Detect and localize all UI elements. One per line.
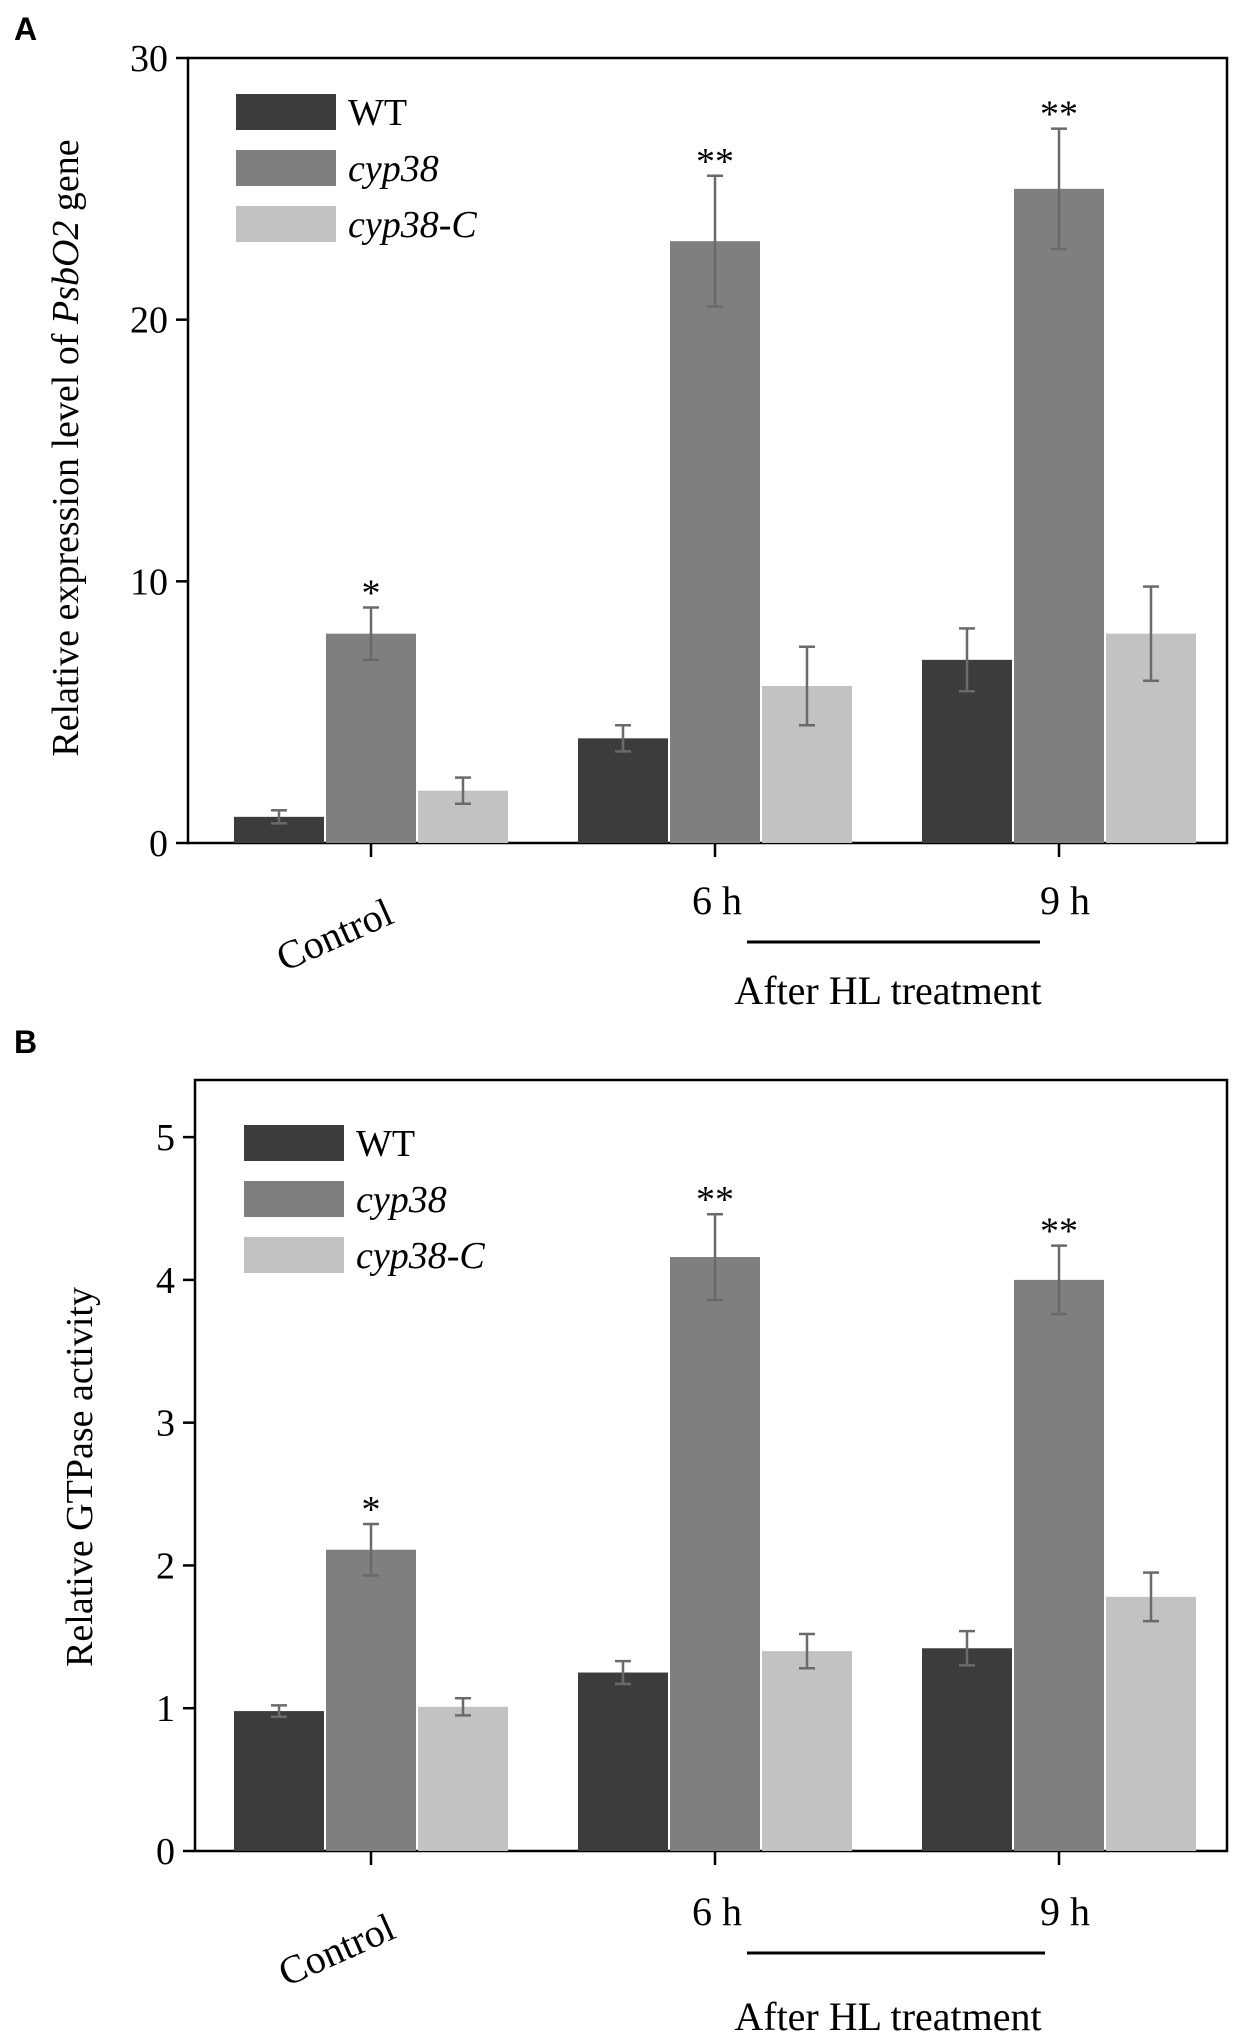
y-tick-label: 4 (156, 1260, 175, 1302)
bars-b (234, 1257, 1196, 1851)
significance-marker: ** (1040, 1211, 1078, 1253)
legend-swatch-cyp38 (244, 1181, 344, 1217)
y-ticks-a: 0 10 20 30 (130, 38, 188, 865)
significance-marker: * (362, 573, 381, 615)
legend-label-cyp38-C: cyp38-C (356, 1235, 485, 1277)
legend-swatch-WT (236, 94, 336, 130)
y-tick-label: 20 (130, 300, 168, 342)
bar-cyp38-1 (670, 241, 760, 843)
significance-marker: * (362, 1489, 381, 1531)
significance-marker: ** (696, 141, 734, 183)
bar-WT-2 (922, 1648, 1012, 1851)
y-tick-label: 2 (156, 1545, 175, 1587)
y-tick-label: 30 (130, 38, 168, 80)
bar-cyp38-0 (326, 1549, 416, 1851)
legend-b: WT cyp38 cyp38-C (244, 1123, 485, 1277)
legend-swatch-cyp38 (236, 150, 336, 186)
bar-cyp38-2 (1014, 188, 1104, 844)
y-tick-label: 0 (149, 823, 168, 865)
y-axis-label-a-suffix: gene (45, 139, 87, 220)
group-label-b: After HL treatment (734, 1994, 1041, 2039)
y-axis-label-a: Relative expression level of PsbO2 gene (45, 139, 87, 756)
panel-label-b: B (14, 1024, 37, 1060)
bar-cyp38-C-0 (418, 1706, 508, 1851)
y-ticks-b: 0 1 2 3 4 5 (156, 1117, 195, 1873)
legend-swatch-cyp38-C (244, 1237, 344, 1273)
y-tick-label: 10 (130, 561, 168, 603)
x-tick-label-6h-b: 6 h (692, 1889, 742, 1934)
annotations-a: ***** (362, 94, 1079, 615)
y-tick-label: 5 (156, 1117, 175, 1159)
y-tick-label: 3 (156, 1403, 175, 1445)
legend-swatch-WT (244, 1125, 344, 1161)
bar-cyp38-1 (670, 1257, 760, 1851)
x-tick-label-control-a: Control (270, 889, 400, 980)
x-tick-label-6h-a: 6 h (692, 878, 742, 923)
legend-label-WT: WT (348, 92, 407, 134)
x-tick-label-9h-b: 9 h (1040, 1889, 1090, 1934)
bar-cyp38-C-1 (762, 1651, 852, 1851)
significance-marker: ** (696, 1179, 734, 1221)
x-ticks-b (369, 1851, 1061, 1865)
x-tick-label-9h-a: 9 h (1040, 878, 1090, 923)
significance-marker: ** (1040, 94, 1078, 136)
x-ticks-a (369, 843, 1061, 857)
legend-label-WT: WT (356, 1123, 415, 1165)
y-axis-label-a-gene: PsbO2 (45, 221, 87, 325)
panel-label-a: A (14, 11, 37, 47)
y-axis-label-b: Relative GTPase activity (59, 1287, 101, 1667)
panel-a: A Relative expression level of PsbO2 gen… (14, 11, 1229, 1013)
legend-label-cyp38: cyp38 (348, 148, 439, 190)
legend-a: WT cyp38 cyp38-C (236, 92, 477, 246)
y-axis-label-a-prefix: Relative expression level of (45, 324, 87, 757)
legend-swatch-cyp38-C (236, 206, 336, 242)
group-label-a: After HL treatment (734, 968, 1041, 1013)
x-tick-label-control-b: Control (272, 1904, 402, 1995)
bar-WT-1 (578, 1672, 668, 1851)
legend-label-cyp38: cyp38 (356, 1179, 447, 1221)
bar-cyp38-0 (326, 633, 416, 843)
y-tick-label: 1 (156, 1688, 175, 1730)
annotations-b: ***** (362, 1179, 1079, 1531)
y-tick-label: 0 (156, 1831, 175, 1873)
bar-WT-0 (234, 1711, 324, 1851)
legend-label-cyp38-C: cyp38-C (348, 204, 477, 246)
bar-cyp38-C-2 (1106, 1596, 1196, 1851)
error-bars-a (271, 127, 1159, 825)
bar-WT-1 (578, 738, 668, 843)
error-bars-b (271, 1212, 1159, 1719)
bar-cyp38-2 (1014, 1279, 1104, 1851)
